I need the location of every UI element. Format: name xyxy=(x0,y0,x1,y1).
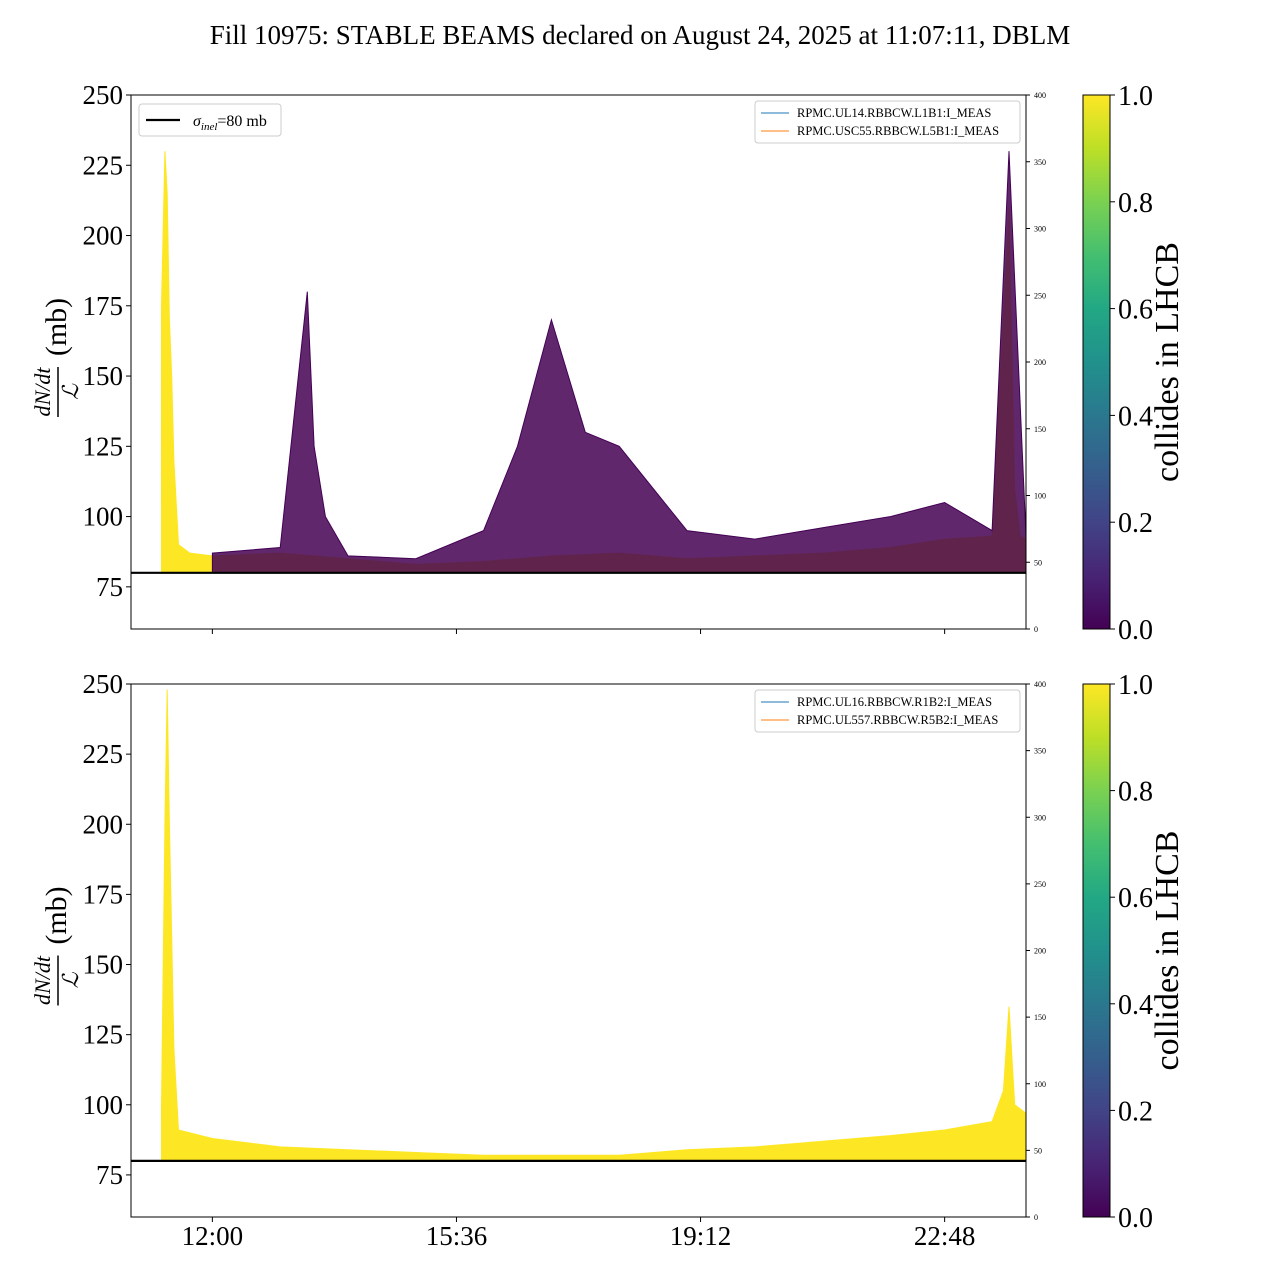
colorbar-tick-label: 0.8 xyxy=(1118,188,1153,219)
y2-tick-label: 350 xyxy=(1034,747,1046,756)
colorbar-tick-label: 0.0 xyxy=(1118,1203,1153,1234)
colorbar-label: collides in LHCB xyxy=(1149,831,1186,1071)
colorbar-tick-label: 1.0 xyxy=(1118,81,1153,112)
colorbar xyxy=(1082,94,1111,630)
y2-tick-label: 350 xyxy=(1034,158,1046,167)
y-tick-label: 225 xyxy=(83,150,124,180)
y2-tick-label: 400 xyxy=(1034,680,1046,689)
y-tick-label: 250 xyxy=(83,80,124,110)
y-tick-label: 150 xyxy=(83,361,124,391)
y-tick-label: 125 xyxy=(83,431,124,461)
y2-tick-label: 50 xyxy=(1034,1146,1042,1155)
colorbar-tick-label: 1.0 xyxy=(1118,670,1153,701)
plot-area xyxy=(131,151,1026,629)
y2-tick-label: 300 xyxy=(1034,225,1046,234)
y-tick-label: 175 xyxy=(83,879,124,909)
y-label-unit: (mb) xyxy=(40,886,73,944)
y-tick-label: 225 xyxy=(83,739,124,769)
x-tick-label: 22:48 xyxy=(914,1221,976,1251)
y-axis-label: dN/dt ℒ (mb) xyxy=(30,886,83,1006)
reference-legend-label: σinel=80 mb xyxy=(193,113,267,133)
colorbar-label: collides in LHCB xyxy=(1149,242,1186,482)
series-legend-box xyxy=(754,100,1021,144)
y2-tick-label: 300 xyxy=(1034,813,1046,822)
y-tick-label: 200 xyxy=(83,809,124,839)
y2-tick-label: 50 xyxy=(1034,558,1042,567)
y-tick-label: 250 xyxy=(83,669,124,699)
y2-tick-label: 150 xyxy=(1034,1013,1046,1022)
y-tick-label: 125 xyxy=(83,1020,124,1050)
y2-tick-label: 250 xyxy=(1034,291,1046,300)
y2-tick-label: 0 xyxy=(1034,625,1038,634)
y-label-denominator: ℒ xyxy=(58,383,83,400)
y-tick-label: 175 xyxy=(83,291,124,321)
y-tick-label: 75 xyxy=(96,1160,123,1190)
y2-tick-label: 100 xyxy=(1034,1080,1046,1089)
series-band-0 xyxy=(160,689,1026,1162)
colorbar-tick-label: 0.4 xyxy=(1118,401,1153,432)
y-tick-label: 200 xyxy=(83,221,124,251)
x-tick-label: 12:00 xyxy=(182,1221,244,1251)
bottom-panel: 75 100 125 150 175 200 225 250 0 50 100 150 200 250 30… xyxy=(30,669,1186,1251)
colorbar-tick-label: 0.2 xyxy=(1118,508,1153,539)
y2-tick-label: 400 xyxy=(1034,91,1046,100)
top-panel: 75 100 125 150 175 200 225 250 0 50 100 150 200 250 30… xyxy=(30,80,1186,646)
y2-tick-label: 200 xyxy=(1034,947,1046,956)
y-tick-label: 150 xyxy=(83,950,124,980)
colorbar-tick-label: 0.6 xyxy=(1118,883,1153,914)
series-band-1 xyxy=(211,151,1026,574)
y2-tick-label: 200 xyxy=(1034,358,1046,367)
y-label-numerator: dN/dt xyxy=(30,367,55,417)
x-tick-label: 19:12 xyxy=(670,1221,732,1251)
series-legend-label: RPMC.UL16.RBBCW.R1B2:I_MEAS xyxy=(797,695,992,709)
y-axis-label: dN/dt ℒ (mb) xyxy=(30,298,83,417)
figure-title: Fill 10975: STABLE BEAMS declared on Aug… xyxy=(210,20,1071,50)
y-tick-label: 100 xyxy=(83,1090,124,1120)
plot-area xyxy=(131,689,1026,1217)
y2-tick-label: 0 xyxy=(1034,1213,1038,1222)
colorbar-tick-label: 0.4 xyxy=(1118,990,1153,1021)
y2-tick-label: 150 xyxy=(1034,425,1046,434)
series-legend-label: RPMC.UL14.RBBCW.L1B1:I_MEAS xyxy=(797,106,991,120)
colorbar xyxy=(1082,683,1111,1218)
series-legend-label: RPMC.UL557.RBBCW.R5B2:I_MEAS xyxy=(797,713,998,727)
y2-tick-label: 100 xyxy=(1034,492,1046,501)
y-label-unit: (mb) xyxy=(40,298,73,356)
colorbar-tick-label: 0.6 xyxy=(1118,295,1153,326)
reference-legend-box xyxy=(138,103,282,137)
series-legend-box xyxy=(754,689,1021,733)
colorbar-tick-label: 0.0 xyxy=(1118,615,1153,646)
colorbar-tick-label: 0.2 xyxy=(1118,1096,1153,1127)
y-tick-label: 75 xyxy=(96,572,123,602)
colorbar-tick-label: 0.8 xyxy=(1118,777,1153,808)
series-legend-label: RPMC.USC55.RBBCW.L5B1:I_MEAS xyxy=(797,124,999,138)
y-label-denominator: ℒ xyxy=(58,971,83,988)
y2-tick-label: 250 xyxy=(1034,880,1046,889)
y-label-numerator: dN/dt xyxy=(30,955,55,1005)
x-tick-label: 15:36 xyxy=(426,1221,488,1251)
y-tick-label: 100 xyxy=(83,502,124,532)
